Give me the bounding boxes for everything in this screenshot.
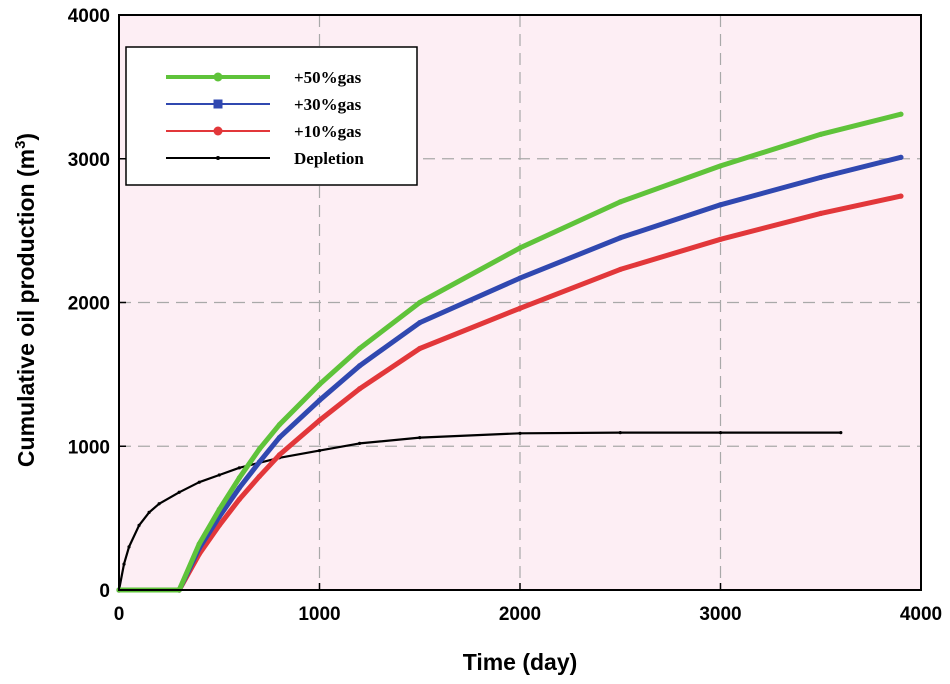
data-point-10-gas-5 bbox=[236, 496, 242, 503]
x-tick-label-0: 0 bbox=[114, 604, 125, 625]
data-point-30-gas-14 bbox=[818, 174, 824, 181]
data-point-50-gas-12 bbox=[617, 199, 623, 205]
data-point-50-gas-14 bbox=[818, 131, 824, 137]
data-point-50-gas-13 bbox=[717, 163, 724, 169]
data-point-50-gas-4 bbox=[216, 506, 222, 513]
legend-box bbox=[125, 46, 418, 186]
data-point-depletion-17 bbox=[839, 430, 843, 435]
data-point-50-gas-9 bbox=[357, 345, 363, 352]
legend-marker-50-gas bbox=[213, 72, 223, 82]
data-point-30-gas-5 bbox=[236, 485, 242, 491]
y-tick-label-1: 1000 bbox=[68, 437, 110, 458]
series-group bbox=[116, 111, 904, 593]
legend-label-depletion: Depletion bbox=[294, 149, 364, 168]
data-point-depletion-4 bbox=[147, 510, 151, 514]
data-point-depletion-7 bbox=[197, 480, 201, 484]
data-point-10-gas-10 bbox=[417, 345, 423, 352]
y-axis-title-main: Cumulative oil production (m bbox=[13, 149, 39, 467]
data-point-depletion-15 bbox=[618, 430, 622, 435]
data-point-depletion-5 bbox=[157, 502, 161, 506]
legend: +50%gas +30%gas +10%gas Depletion bbox=[125, 46, 418, 186]
legend-label-10-gas: +10%gas bbox=[294, 122, 362, 141]
data-point-50-gas-15 bbox=[898, 111, 904, 117]
data-point-30-gas-11 bbox=[517, 275, 523, 281]
data-point-10-gas-4 bbox=[216, 522, 222, 528]
data-point-depletion-1 bbox=[122, 562, 126, 566]
y-axis-ticks: 0 1000 2000 3000 4000 bbox=[68, 6, 126, 602]
data-point-30-gas-13 bbox=[717, 202, 724, 208]
data-point-depletion-9 bbox=[237, 466, 241, 470]
data-point-50-gas-5 bbox=[236, 475, 242, 481]
data-point-30-gas-8 bbox=[316, 397, 323, 403]
y-axis-title-close: ) bbox=[13, 133, 39, 141]
data-point-depletion-2 bbox=[127, 545, 131, 549]
x-tick-label-2: 2000 bbox=[499, 604, 541, 625]
data-point-30-gas-12 bbox=[617, 235, 623, 241]
y-tick-label-4: 4000 bbox=[68, 6, 110, 27]
x-axis-ticks: 0 1000 2000 3000 4000 bbox=[114, 583, 942, 625]
data-point-50-gas-6 bbox=[256, 446, 262, 452]
y-axis-title: Cumulative oil production (m3) bbox=[12, 133, 39, 467]
legend-marker-10-gas bbox=[213, 126, 223, 136]
y-tick-label-2: 2000 bbox=[68, 294, 110, 315]
series-line-depletion bbox=[117, 431, 842, 592]
y-axis-title-superscript: 3 bbox=[12, 141, 29, 149]
data-point-depletion-16 bbox=[718, 430, 723, 435]
data-point-depletion-8 bbox=[217, 473, 221, 477]
data-point-50-gas-10 bbox=[417, 299, 423, 306]
data-point-30-gas-10 bbox=[417, 320, 423, 326]
data-point-10-gas-14 bbox=[818, 210, 824, 216]
legend-marker-depletion bbox=[216, 156, 220, 160]
data-point-depletion-13 bbox=[418, 436, 422, 440]
data-point-10-gas-7 bbox=[276, 452, 282, 458]
y-tick-label-3: 3000 bbox=[68, 150, 110, 171]
data-point-10-gas-8 bbox=[316, 417, 323, 423]
legend-label-30-gas: +30%gas bbox=[294, 95, 362, 114]
legend-label-50-gas: +50%gas bbox=[294, 68, 362, 87]
data-point-10-gas-13 bbox=[717, 236, 724, 242]
data-point-10-gas-9 bbox=[357, 386, 363, 392]
data-point-depletion-12 bbox=[358, 441, 362, 445]
data-point-30-gas-9 bbox=[357, 363, 363, 369]
legend-marker-30-gas bbox=[213, 99, 223, 109]
data-point-50-gas-3 bbox=[196, 541, 202, 547]
data-point-50-gas-11 bbox=[517, 245, 523, 251]
data-point-10-gas-12 bbox=[617, 266, 623, 273]
data-point-50-gas-7 bbox=[276, 422, 282, 428]
x-axis-title: Time (day) bbox=[463, 649, 578, 675]
x-tick-label-3: 3000 bbox=[699, 604, 741, 625]
y-tick-label-0: 0 bbox=[99, 581, 110, 602]
data-point-10-gas-6 bbox=[256, 473, 262, 480]
data-point-depletion-14 bbox=[518, 431, 522, 435]
data-point-30-gas-15 bbox=[898, 154, 904, 160]
data-point-depletion-3 bbox=[137, 523, 141, 527]
data-point-depletion-6 bbox=[177, 490, 181, 494]
x-tick-label-1: 1000 bbox=[298, 604, 340, 625]
y-axis-title-group: Cumulative oil production (m3) bbox=[12, 133, 39, 467]
data-point-30-gas-7 bbox=[276, 435, 282, 441]
x-tick-label-4: 4000 bbox=[900, 604, 942, 625]
data-point-30-gas-6 bbox=[256, 459, 262, 465]
data-point-50-gas-8 bbox=[316, 381, 323, 388]
data-point-depletion-11 bbox=[317, 448, 322, 453]
data-point-10-gas-11 bbox=[517, 305, 523, 311]
data-point-10-gas-15 bbox=[898, 193, 904, 199]
